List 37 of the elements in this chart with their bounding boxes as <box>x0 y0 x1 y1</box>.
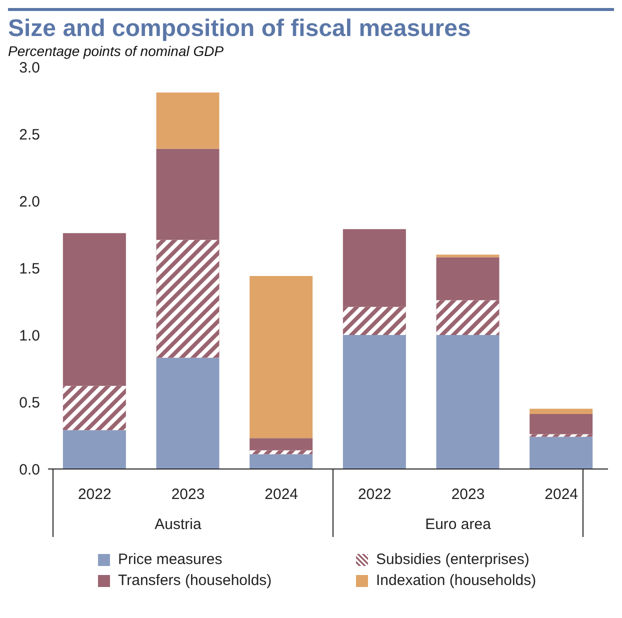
y-tick-label: 1.0 <box>19 327 40 344</box>
y-tick-label: 2.0 <box>19 193 40 210</box>
bar <box>530 408 593 414</box>
bar <box>436 254 500 258</box>
x-tick-label: 2024 <box>544 486 578 503</box>
x-tick-label: 2022 <box>78 486 112 503</box>
x-tick-label: 2022 <box>358 486 392 503</box>
legend-label: Transfers (households) <box>117 572 273 589</box>
y-tick-label: 2.5 <box>19 126 40 144</box>
bar <box>250 454 313 469</box>
legend-label: Indexation (households) <box>375 572 538 589</box>
bar <box>156 92 220 149</box>
bar <box>530 414 593 434</box>
bar <box>156 148 220 240</box>
legend-label: Price measures <box>117 551 224 568</box>
bar <box>250 276 313 438</box>
bar <box>530 436 593 469</box>
y-tick-label: 3.0 <box>19 59 40 76</box>
bar <box>62 430 126 469</box>
bar <box>62 233 126 386</box>
y-tick-label: 1.5 <box>19 260 40 278</box>
y-tick-label: 0.5 <box>19 394 40 412</box>
bar <box>156 358 220 469</box>
text: Austria <box>154 516 202 533</box>
chart-title: Size and composition of fiscal measures <box>8 15 472 43</box>
bar <box>342 229 406 307</box>
bar <box>436 335 500 469</box>
y-tick-label: 0.0 <box>19 461 40 478</box>
chart-subtitle: Percentage points of nominal GDP <box>8 43 225 59</box>
bar <box>436 257 500 300</box>
bar <box>342 335 406 469</box>
x-tick-label: 2023 <box>451 486 485 503</box>
bar <box>250 438 313 450</box>
legend-label: Subsidies (enterprises) <box>375 551 530 568</box>
x-tick-label: 2023 <box>171 486 205 503</box>
x-tick-label: 2024 <box>264 486 298 503</box>
text: Euro area <box>425 516 492 533</box>
